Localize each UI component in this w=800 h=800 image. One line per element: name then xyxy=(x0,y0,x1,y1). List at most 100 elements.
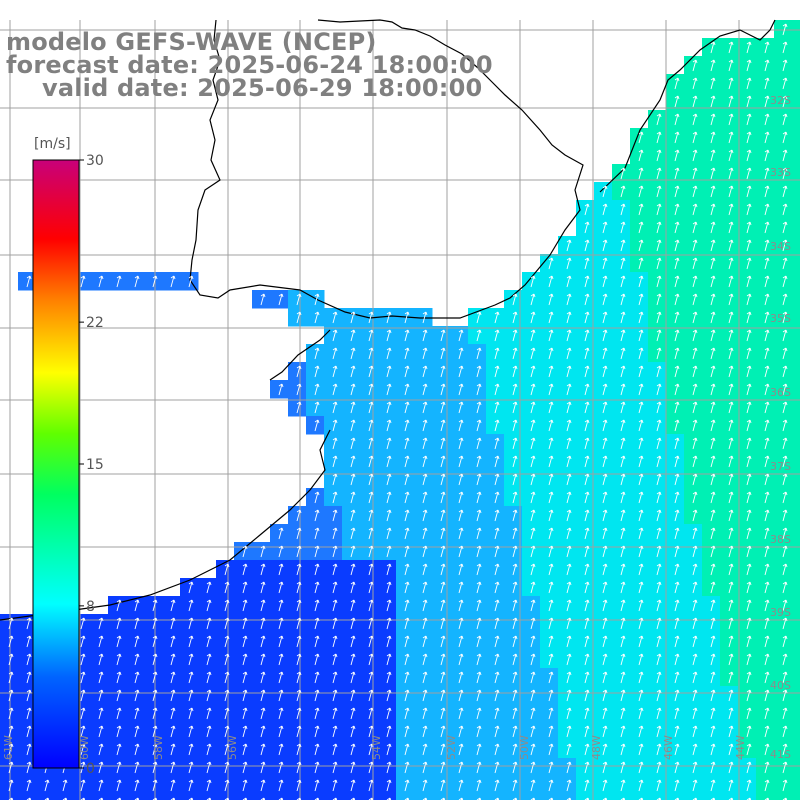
wind-arrow xyxy=(242,725,248,738)
wind-cell xyxy=(702,452,721,471)
wind-arrow xyxy=(656,239,662,252)
wind-cell xyxy=(756,740,775,759)
wind-arrow xyxy=(728,419,734,432)
wind-cell xyxy=(774,92,793,111)
wind-arrow xyxy=(314,761,320,774)
wind-cell xyxy=(756,164,775,183)
wind-cell xyxy=(234,578,253,597)
wind-arrow xyxy=(260,779,266,792)
wind-cell xyxy=(738,362,757,381)
wind-arrow xyxy=(602,311,608,324)
wind-arrow xyxy=(692,239,698,252)
wind-arrow xyxy=(368,563,374,576)
wind-cell xyxy=(774,380,793,399)
wind-arrow xyxy=(548,581,554,594)
wind-arrow xyxy=(170,743,176,756)
wind-cell xyxy=(594,416,613,435)
wind-arrow xyxy=(440,725,446,738)
wind-arrow xyxy=(278,527,284,540)
wind-cell xyxy=(756,146,775,165)
wind-cell xyxy=(522,596,541,615)
lon-label: 46W xyxy=(662,735,675,760)
wind-arrow xyxy=(530,761,536,774)
wind-arrow xyxy=(638,473,644,486)
wind-arrow xyxy=(656,671,662,684)
wind-cell xyxy=(558,704,577,723)
wind-arrow xyxy=(710,545,716,558)
wind-arrow xyxy=(224,653,230,666)
wind-cell xyxy=(558,488,577,507)
wind-cell xyxy=(666,722,685,741)
wind-cell xyxy=(756,380,775,399)
wind-cell xyxy=(180,722,199,741)
wind-cell xyxy=(792,110,800,129)
wind-arrow xyxy=(512,635,518,648)
wind-arrow xyxy=(80,617,86,630)
wind-arrow xyxy=(26,779,32,792)
wind-cell xyxy=(576,308,595,327)
lat-lon-grid xyxy=(0,20,800,800)
wind-arrow xyxy=(260,599,266,612)
wind-arrow xyxy=(350,491,356,504)
wind-cell xyxy=(576,380,595,399)
wind-arrow xyxy=(674,509,680,522)
wind-arrow xyxy=(80,671,86,684)
wind-arrow xyxy=(350,383,356,396)
wind-cell xyxy=(288,506,307,525)
wind-cell xyxy=(630,380,649,399)
wind-arrow xyxy=(386,725,392,738)
wind-cell xyxy=(360,434,379,453)
wind-arrow xyxy=(746,635,752,648)
wind-arrow xyxy=(782,113,788,126)
wind-cell xyxy=(126,722,145,741)
wind-arrow xyxy=(620,275,626,288)
wind-arrow xyxy=(566,419,572,432)
wind-cell xyxy=(540,686,559,705)
wind-arrow xyxy=(170,617,176,630)
wind-arrow xyxy=(728,455,734,468)
wind-cell xyxy=(252,722,271,741)
wind-cell xyxy=(702,488,721,507)
wind-cell xyxy=(198,776,217,795)
wind-arrow xyxy=(206,671,212,684)
wind-arrow xyxy=(692,185,698,198)
wind-arrow xyxy=(620,419,626,432)
wind-arrow xyxy=(746,671,752,684)
wind-cell xyxy=(756,272,775,291)
wind-arrow xyxy=(530,563,536,576)
wind-arrow xyxy=(458,383,464,396)
wind-arrow xyxy=(710,743,716,756)
wind-arrow xyxy=(620,725,626,738)
wind-cell xyxy=(126,668,145,687)
wind-cell xyxy=(504,362,523,381)
wind-cell xyxy=(288,596,307,615)
wind-cell xyxy=(702,794,721,800)
wind-arrow xyxy=(710,419,716,432)
wind-arrow xyxy=(548,365,554,378)
wind-arrow xyxy=(134,635,140,648)
wind-arrow xyxy=(638,455,644,468)
wind-cell xyxy=(342,344,361,363)
wind-arrow xyxy=(548,419,554,432)
wind-arrow xyxy=(746,95,752,108)
wind-arrow xyxy=(512,545,518,558)
wind-cell xyxy=(540,560,559,579)
wind-arrow xyxy=(314,527,320,540)
wind-arrow xyxy=(476,473,482,486)
wind-arrow xyxy=(440,419,446,432)
wind-arrow xyxy=(692,707,698,720)
wind-arrow xyxy=(656,563,662,576)
wind-arrow xyxy=(728,221,734,234)
wind-cell xyxy=(540,362,559,381)
wind-arrow xyxy=(206,653,212,666)
wind-arrow xyxy=(728,347,734,360)
wind-arrow xyxy=(566,779,572,792)
wind-cell xyxy=(324,506,343,525)
wind-cell xyxy=(342,668,361,687)
wind-arrow xyxy=(692,365,698,378)
wind-cell xyxy=(630,182,649,201)
wind-cell xyxy=(288,704,307,723)
wind-arrow xyxy=(422,617,428,630)
wind-cell xyxy=(414,506,433,525)
